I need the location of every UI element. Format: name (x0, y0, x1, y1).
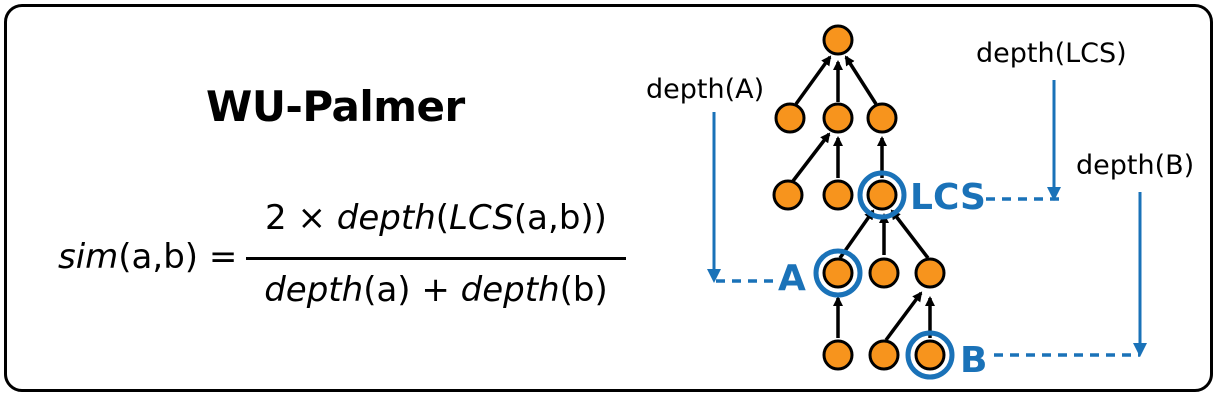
dashed-connectors (716, 197, 1140, 357)
node-lcs (866, 179, 898, 211)
ring-lcs (857, 170, 907, 220)
fraction-bar (246, 257, 626, 260)
formula-sim: sim (58, 237, 119, 277)
node-l4a (822, 339, 854, 371)
numerator-args: (a,b)) (513, 198, 607, 238)
denominator-depth-b: depth (460, 270, 560, 310)
node-l4b (868, 339, 900, 371)
depth-arrows (707, 80, 1147, 357)
label-lcs: LCS (910, 177, 986, 218)
edge-l1c-root (844, 55, 878, 105)
node-l1c (866, 102, 898, 134)
diagram-frame (4, 4, 1213, 392)
node-b (914, 339, 946, 371)
numerator-lcs: LCS (449, 198, 514, 238)
numerator-prefix: 2 × (265, 198, 337, 238)
numerator-depth: depth (336, 198, 436, 238)
edge-l3c-lcs (890, 209, 930, 260)
tree-nodes (772, 24, 946, 371)
formula-denominator: depth(a) + depth(b) (246, 270, 626, 310)
node-a (822, 257, 854, 289)
denominator-depth-a: depth (264, 270, 364, 310)
diagram-title: WU-Palmer (206, 82, 465, 131)
formula-numerator: 2 × depth(LCS(a,b)) (246, 198, 626, 238)
node-l2b (822, 179, 854, 211)
depth-a-label: depth(A) (646, 74, 764, 105)
numerator-open: ( (435, 198, 450, 238)
depth-lcs-label: depth(LCS) (976, 38, 1127, 69)
ring-b (905, 330, 955, 380)
highlight-rings (813, 170, 955, 380)
edge-l1a-root (794, 55, 832, 106)
node-l2a (772, 179, 804, 211)
node-l1b (822, 102, 854, 134)
label-b: B (960, 340, 987, 381)
denominator-arg-b: (b) (559, 270, 608, 310)
denominator-arg-a: (a) (363, 270, 411, 310)
ring-a (813, 248, 863, 298)
edge-l2a-l1b (791, 132, 831, 183)
node-l1a (774, 102, 806, 134)
node-l3c (914, 257, 946, 289)
denominator-plus: + (410, 270, 461, 310)
node-l3b (868, 257, 900, 289)
label-a: A (778, 258, 806, 299)
node-root (822, 24, 854, 56)
depth-b-label: depth(B) (1076, 150, 1194, 181)
formula-sim-args: (a,b) = (118, 237, 238, 277)
formula-lhs: sim(a,b) = (58, 237, 237, 277)
edge-l4b-l3c (884, 291, 923, 342)
